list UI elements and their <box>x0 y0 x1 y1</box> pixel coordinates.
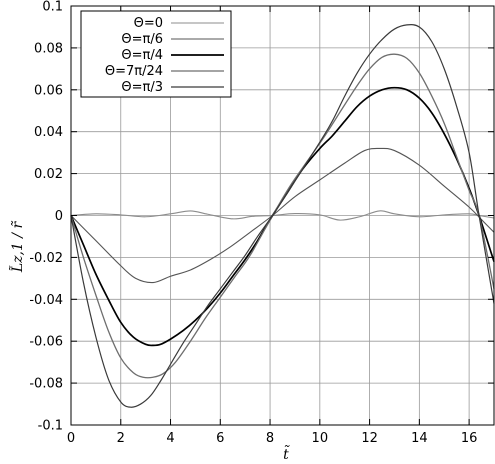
x-tick-label: 2 <box>117 431 125 446</box>
legend: Θ=0Θ=π/6Θ=π/4Θ=7π/24Θ=π/3 <box>80 10 232 98</box>
y-tick-label: -0.02 <box>29 251 63 266</box>
series-line-3 <box>70 53 495 379</box>
x-tick-label: 6 <box>216 431 224 446</box>
x-tick-label: 8 <box>266 431 274 446</box>
series-line-0 <box>70 210 495 221</box>
y-tick-label: -0.1 <box>38 419 63 434</box>
x-tick-label: 16 <box>461 431 478 446</box>
x-tick-label: 14 <box>411 431 428 446</box>
series-line-1 <box>70 147 495 284</box>
y-tick-label: 0.06 <box>34 83 63 98</box>
legend-label: Θ=π/3 <box>121 80 163 95</box>
y-axis-label: L̃z,1 / r̃ <box>8 220 26 273</box>
y-tick-label: 0.08 <box>34 41 63 56</box>
legend-label: Θ=π/6 <box>121 32 163 47</box>
y-tick-label: 0.04 <box>34 125 63 140</box>
legend-label: Θ=7π/24 <box>105 64 163 79</box>
x-tick-label: 0 <box>67 431 75 446</box>
series-layer <box>70 24 495 408</box>
y-tick-label: 0.1 <box>42 0 63 15</box>
x-tick-label: 12 <box>361 431 378 446</box>
grid <box>70 5 494 426</box>
x-tick-label: 10 <box>312 431 329 446</box>
y-tick-label: -0.08 <box>29 377 63 392</box>
legend-box <box>80 10 232 98</box>
legend-label: Θ=π/4 <box>121 48 163 63</box>
x-axis-label: t̃ <box>283 444 290 463</box>
x-tick-labels: 0 2 4 6 8 10 12 14 16 <box>67 431 478 446</box>
series-line-4 <box>70 24 495 408</box>
y-tick-label: 0.02 <box>34 167 63 182</box>
y-tick-label: -0.04 <box>29 293 63 308</box>
y-tick-label: 0 <box>55 209 63 224</box>
tick-marks <box>70 5 494 426</box>
x-tick-label: 4 <box>166 431 174 446</box>
legend-label: Θ=0 <box>134 16 163 31</box>
y-tick-labels: -0.1 -0.08 -0.06 -0.04 -0.02 0 0.02 0.04 0.06 0.0… <box>29 0 63 434</box>
y-tick-label: -0.06 <box>29 335 63 350</box>
